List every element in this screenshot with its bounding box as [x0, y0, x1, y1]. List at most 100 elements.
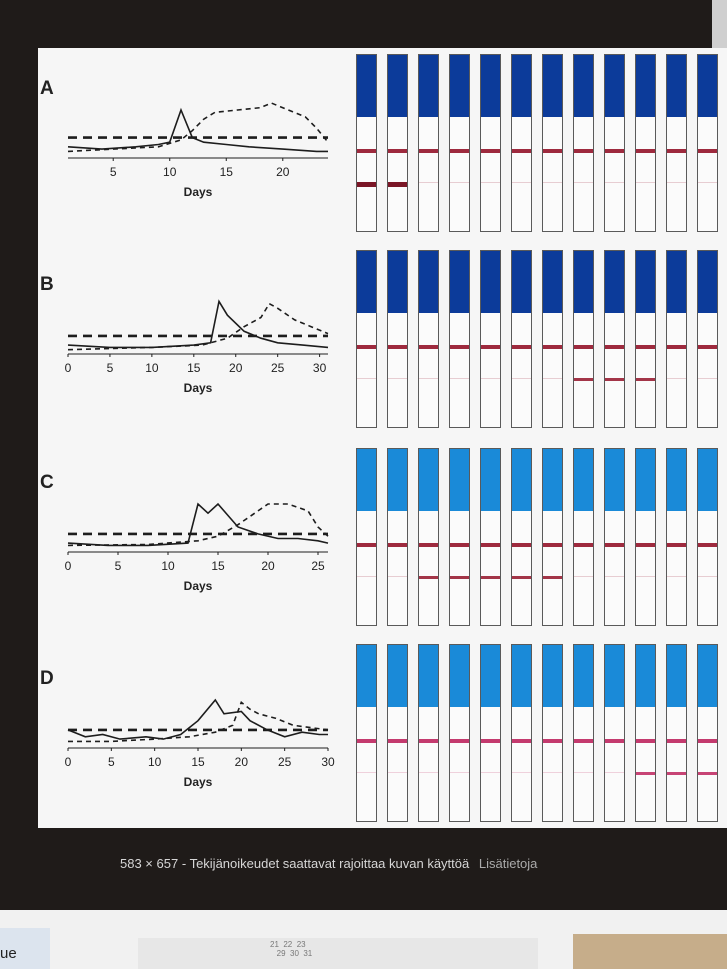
- strip-cap: [605, 645, 624, 707]
- test-strip: [697, 448, 718, 626]
- control-line: [543, 543, 562, 547]
- solid-series-line: [67, 502, 329, 547]
- strip-cap: [605, 251, 624, 313]
- dashed-series-line: [67, 102, 329, 153]
- control-line: [574, 345, 593, 349]
- test-line: [574, 772, 593, 773]
- control-line: [543, 149, 562, 153]
- strip-cap: [667, 645, 686, 707]
- test-strip: [480, 54, 501, 232]
- strip-cap: [419, 449, 438, 511]
- control-line: [636, 543, 655, 547]
- test-strip: [542, 54, 563, 232]
- test-line: [605, 182, 624, 183]
- strip-cap: [698, 645, 717, 707]
- calendar-thumbnail-text: 21 22 23 29 30 31: [270, 940, 313, 958]
- test-strip: [387, 644, 408, 822]
- test-strip: [542, 644, 563, 822]
- panel-d: D 0 5 10 15 20 25 30 Days: [38, 644, 727, 839]
- strip-cap: [698, 55, 717, 117]
- x-axis-title: Days: [184, 381, 213, 395]
- strip-cap: [481, 55, 500, 117]
- solid-series-line: [67, 299, 329, 349]
- related-image-thumbnail[interactable]: [138, 938, 538, 969]
- line-chart-b: 0 5 10 15 20 25 30 Days: [65, 299, 329, 395]
- strip-cap: [450, 449, 469, 511]
- test-strip: [666, 54, 687, 232]
- test-strip: [635, 448, 656, 626]
- control-line: [636, 149, 655, 153]
- control-line: [419, 543, 438, 547]
- control-line: [667, 543, 686, 547]
- test-strip: [387, 448, 408, 626]
- control-line: [481, 739, 500, 743]
- test-strip: [697, 644, 718, 822]
- test-strip: [604, 250, 625, 428]
- control-line: [667, 149, 686, 153]
- related-image-thumbnail[interactable]: [573, 934, 727, 969]
- strip-cap: [543, 251, 562, 313]
- panel-c: C 0 5 10 15 20 25 Days: [38, 448, 727, 643]
- x-tick-label: 10: [161, 559, 175, 573]
- strip-cap: [388, 645, 407, 707]
- test-line: [357, 182, 376, 187]
- control-line: [357, 739, 376, 743]
- test-strips-a: [356, 54, 727, 234]
- more-info-link[interactable]: Lisätietoja: [478, 856, 538, 871]
- control-line: [388, 739, 407, 743]
- control-line: [481, 149, 500, 153]
- control-line: [512, 739, 531, 743]
- test-line: [512, 378, 531, 379]
- test-line: [357, 576, 376, 577]
- test-line: [419, 378, 438, 379]
- test-line: [698, 378, 717, 379]
- test-line: [605, 378, 624, 381]
- test-line: [450, 772, 469, 773]
- x-tick-label: 10: [163, 165, 177, 179]
- test-strip: [542, 448, 563, 626]
- panel-letter: D: [40, 668, 54, 689]
- test-strip: [573, 250, 594, 428]
- x-tick-label: 20: [235, 755, 249, 769]
- control-line: [419, 739, 438, 743]
- strip-cap: [636, 55, 655, 117]
- control-line: [357, 345, 376, 349]
- test-line: [419, 576, 438, 579]
- test-strip: [356, 250, 377, 428]
- strip-cap: [543, 449, 562, 511]
- test-strip: [511, 448, 532, 626]
- test-strip: [480, 644, 501, 822]
- strip-cap: [388, 449, 407, 511]
- image-caption: 583 × 657 - Tekijänoikeudet saattavat ra…: [120, 856, 537, 871]
- control-line: [450, 739, 469, 743]
- control-line: [605, 543, 624, 547]
- strip-cap: [512, 55, 531, 117]
- test-strip: [635, 644, 656, 822]
- strip-cap: [667, 55, 686, 117]
- x-axis-title: Days: [184, 185, 213, 199]
- strip-cap: [419, 645, 438, 707]
- test-line: [543, 772, 562, 773]
- control-line: [512, 345, 531, 349]
- x-tick-label: 0: [65, 361, 72, 375]
- test-line: [481, 378, 500, 379]
- solid-series-line: [67, 698, 328, 740]
- control-line: [698, 543, 717, 547]
- test-strip: [511, 250, 532, 428]
- related-image-thumbnail[interactable]: [0, 928, 50, 969]
- test-line: [667, 378, 686, 379]
- test-strip: [573, 54, 594, 232]
- strip-cap: [636, 251, 655, 313]
- test-line: [481, 576, 500, 579]
- test-strip: [666, 448, 687, 626]
- x-tick-label: 15: [211, 559, 225, 573]
- test-line: [388, 182, 407, 187]
- strip-cap: [388, 251, 407, 313]
- x-tick-label: 25: [278, 755, 292, 769]
- test-strip: [418, 54, 439, 232]
- x-tick-label: 5: [107, 361, 114, 375]
- control-line: [605, 149, 624, 153]
- control-line: [667, 739, 686, 743]
- image-preview[interactable]: A 5 10 15 20 Days B 0 5 10 15 20 25 30 Days C 0 5 10 1…: [38, 48, 727, 828]
- test-line: [388, 378, 407, 379]
